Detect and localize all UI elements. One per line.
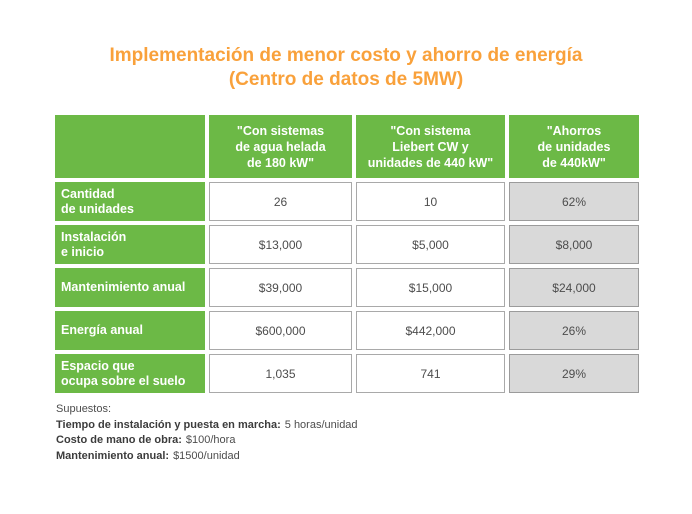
footnote-line: Tiempo de instalación y puesta en marcha… bbox=[56, 418, 358, 434]
table-row-cantidad-de-unidades: Cantidad de unidades 26 10 62% bbox=[55, 182, 639, 221]
page-title-line1: Implementación de menor costo y ahorro d… bbox=[109, 45, 583, 66]
page-title: Implementación de menor costo y ahorro d… bbox=[0, 44, 692, 92]
header-corner-cell bbox=[55, 115, 205, 178]
row-label-cantidad-de-unidades: Cantidad de unidades bbox=[55, 182, 205, 221]
value-cell: $15,000 bbox=[356, 268, 505, 307]
footnote-heading: Supuestos: bbox=[56, 403, 112, 415]
row-label-espacio-suelo: Espacio que ocupa sobre el suelo bbox=[55, 354, 205, 393]
table-row-energia-anual: Energía anual $600,000 $442,000 26% bbox=[55, 311, 639, 350]
footnote-label: Mantenimiento anual: bbox=[56, 449, 170, 462]
value-cell: $600,000 bbox=[209, 311, 352, 350]
value-cell: $442,000 bbox=[356, 311, 505, 350]
footnote-label: Tiempo de instalación y puesta en marcha… bbox=[56, 418, 281, 431]
table-row-instalacion-e-inicio: Instalación e inicio $13,000 $5,000 $8,0… bbox=[55, 225, 639, 264]
value-cell: $5,000 bbox=[356, 225, 505, 264]
row-label-mantenimiento-anual: Mantenimiento anual bbox=[55, 268, 205, 307]
table-row-mantenimiento-anual: Mantenimiento anual $39,000 $15,000 $24,… bbox=[55, 268, 639, 307]
footnote-label: Costo de mano de obra: bbox=[56, 434, 182, 446]
footnote-value: $100/hora bbox=[185, 434, 236, 446]
savings-value-cell: 26% bbox=[509, 311, 639, 350]
savings-value-cell: 29% bbox=[509, 354, 639, 393]
savings-value-cell: 62% bbox=[509, 182, 639, 221]
value-cell: $39,000 bbox=[209, 268, 352, 307]
footnote-line: Mantenimiento anual: $1500/unidad bbox=[56, 449, 358, 465]
comparison-table: "Con sistemas de agua helada de 180 kW" … bbox=[51, 111, 643, 397]
assumptions-footnotes: Supuestos: Tiempo de instalación y puest… bbox=[56, 402, 358, 464]
header-cell-sistema-liebert-cw-440kw: "Con sistema Liebert CW y unidades de 44… bbox=[356, 115, 505, 178]
row-label-instalacion-e-inicio: Instalación e inicio bbox=[55, 225, 205, 264]
header-cell-ahorros-unidades-440kw: "Ahorros de unidades de 440kW" bbox=[509, 115, 639, 178]
table-row-espacio-suelo: Espacio que ocupa sobre el suelo 1,035 7… bbox=[55, 354, 639, 393]
value-cell: 26 bbox=[209, 182, 352, 221]
header-cell-sistemas-agua-helada-180kw: "Con sistemas de agua helada de 180 kW" bbox=[209, 115, 352, 178]
value-cell: $13,000 bbox=[209, 225, 352, 264]
footnote-line: Costo de mano de obra: $100/hora bbox=[56, 433, 358, 449]
footnote-value: 5 horas/unidad bbox=[284, 418, 358, 431]
value-cell: 10 bbox=[356, 182, 505, 221]
row-label-energia-anual: Energía anual bbox=[55, 311, 205, 350]
value-cell: 741 bbox=[356, 354, 505, 393]
value-cell: 1,035 bbox=[209, 354, 352, 393]
table-header-row: "Con sistemas de agua helada de 180 kW" … bbox=[55, 115, 639, 178]
page-title-line2: (Centro de datos de 5MW) bbox=[228, 69, 464, 90]
savings-value-cell: $8,000 bbox=[509, 225, 639, 264]
footnote-value: $1500/unidad bbox=[173, 449, 240, 462]
savings-value-cell: $24,000 bbox=[509, 268, 639, 307]
